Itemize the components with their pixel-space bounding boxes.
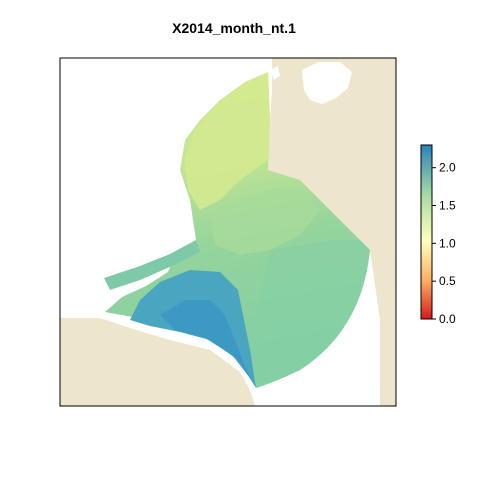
legend-ticks: 2.0 1.5 1.0 0.5 0.0 — [432, 161, 456, 326]
legend-tick-label: 2.0 — [439, 161, 456, 175]
lake-small — [270, 66, 280, 80]
sea-mid-band — [210, 188, 320, 255]
legend-tick-label: 0.5 — [439, 274, 456, 288]
sea-deep-core — [160, 300, 250, 378]
sea-outer-fan — [250, 240, 370, 388]
map-layers — [60, 58, 396, 406]
plot-title: X2014_month_nt.1 — [172, 20, 296, 36]
lake-north — [302, 62, 352, 104]
land-east — [268, 58, 396, 406]
legend-bar — [420, 144, 433, 320]
color-legend: 2.0 1.5 1.0 0.5 0.0 — [420, 144, 456, 326]
legend-tick-label: 0.0 — [439, 312, 456, 326]
sea-north-shelf — [184, 72, 270, 210]
plot-frame — [59, 57, 397, 407]
sea-sound — [104, 240, 200, 290]
land-islet — [73, 366, 86, 384]
land-southwest — [60, 318, 255, 406]
legend-tick-label: 1.0 — [439, 236, 456, 250]
legend-tick-label: 1.5 — [439, 199, 456, 213]
